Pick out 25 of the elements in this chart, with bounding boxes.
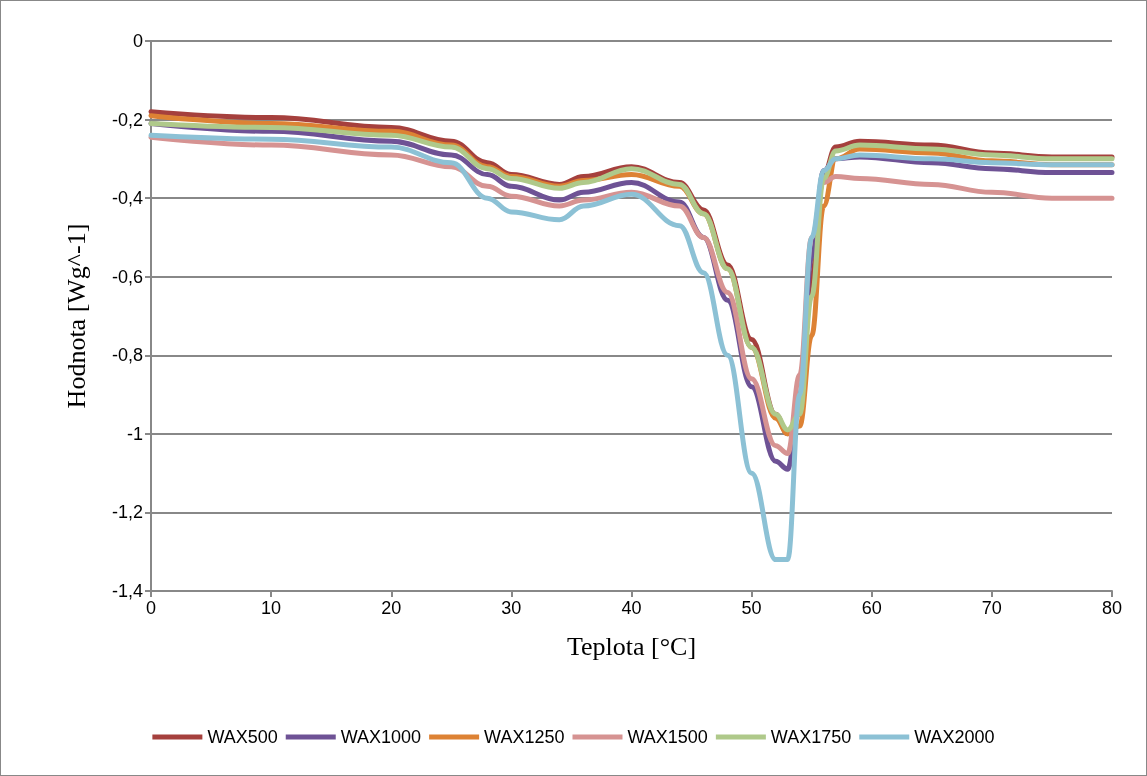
x-tick-label: 0 <box>145 598 157 618</box>
legend-label: WAX1000 <box>340 727 422 747</box>
legend-label: WAX1500 <box>627 727 708 747</box>
legend-label: WAX1250 <box>484 727 565 747</box>
legend-label: WAX1750 <box>770 727 852 747</box>
y-tick-label: 0 <box>132 31 143 51</box>
x-tick-label: 60 <box>861 598 882 618</box>
y-tick-label: -1,4 <box>111 581 143 601</box>
y-axis-title: Hodnota [Wg^-1] <box>61 223 91 409</box>
x-tick-label: 80 <box>1101 598 1123 618</box>
y-tick-label: -0,2 <box>111 109 143 130</box>
x-tick-label: 30 <box>501 598 522 618</box>
legend-label: WAX500 <box>207 727 278 747</box>
legend-label: WAX2000 <box>914 727 995 747</box>
y-tick-label: -0,4 <box>111 188 143 209</box>
y-tick-label: -1 <box>126 423 143 444</box>
x-tick-label: 70 <box>981 598 1002 618</box>
x-tick-label: 50 <box>741 598 762 618</box>
x-axis-title: Teplota [°C] <box>566 631 697 661</box>
x-tick-label: 40 <box>621 598 642 618</box>
y-tick-label: -0,6 <box>111 266 143 287</box>
y-tick-label: -1,2 <box>111 502 143 523</box>
x-tick-label: 10 <box>261 598 282 618</box>
x-tick-label: 20 <box>381 598 402 618</box>
y-tick-label: -0,8 <box>111 345 143 366</box>
